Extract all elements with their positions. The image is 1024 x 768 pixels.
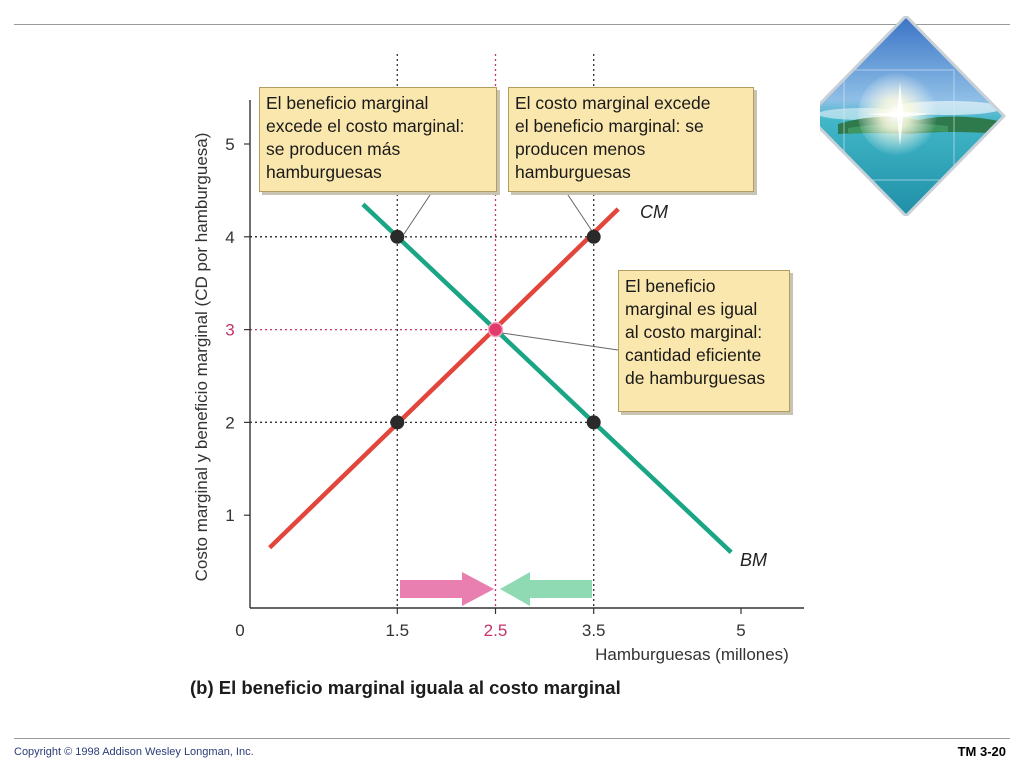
x-tick-label: 3.5 — [582, 621, 606, 640]
data-point — [586, 229, 601, 244]
x-tick-label: 5 — [736, 621, 745, 640]
callout-line: el beneficio marginal: se — [515, 116, 704, 136]
copyright-text: Copyright © 1998 Addison Wesley Longman,… — [14, 746, 254, 758]
callout-line: se producen más — [266, 139, 401, 159]
series-line-cm — [268, 207, 620, 550]
arrow-right-icon — [400, 572, 494, 606]
origin-label: 0 — [235, 621, 244, 640]
series-line-bm — [361, 202, 733, 554]
slide-number: TM 3-20 — [957, 744, 1006, 759]
callout-line: al costo marginal: — [625, 322, 763, 342]
callout-leader-left — [403, 191, 433, 235]
x-tick-label: 2.5 — [484, 621, 508, 640]
series-label-cm: CM — [640, 202, 668, 222]
callout-mc-exceeds-mb: El costo marginal excede el beneficio ma… — [508, 87, 754, 192]
chart-caption: (b) El beneficio marginal iguala al cost… — [190, 677, 621, 698]
bottom-divider — [14, 738, 1010, 739]
callout-line: excede el costo marginal: — [266, 116, 465, 136]
tropical-island-photo-icon — [805, 13, 1008, 219]
callout-leader-right — [565, 191, 595, 235]
series-label-bm: BM — [740, 550, 767, 570]
y-axis-title: Costo marginal y beneficio marginal (CD … — [192, 133, 211, 582]
callout-line: producen menos — [515, 139, 646, 159]
data-point — [586, 415, 601, 430]
callout-line: El costo marginal excede — [515, 93, 711, 113]
y-tick-label: 2 — [225, 413, 234, 432]
callout-line: hamburguesas — [266, 162, 382, 182]
callout-mb-equals-mc: El beneficio marginal es igual al costo … — [618, 270, 790, 412]
data-point — [390, 415, 405, 430]
callout-leader-equilibrium — [501, 332, 619, 351]
callout-line: El beneficio marginal — [266, 93, 429, 113]
y-tick-label: 4 — [225, 228, 234, 247]
callout-line: El beneficio — [625, 276, 716, 296]
callout-mb-exceeds-mc: El beneficio marginal excede el costo ma… — [259, 87, 497, 192]
top-divider — [14, 24, 1010, 25]
callout-line: marginal es igual — [625, 299, 758, 319]
equilibrium-point — [487, 321, 504, 338]
data-point — [390, 229, 405, 244]
x-tick-label: 1.5 — [385, 621, 409, 640]
x-axis-title: Hamburguesas (millones) — [595, 645, 789, 664]
callout-line: de hamburguesas — [625, 368, 766, 388]
callout-line: hamburguesas — [515, 162, 631, 182]
arrow-left-icon — [500, 572, 592, 606]
y-tick-label: 5 — [225, 135, 234, 154]
y-tick-label: 1 — [225, 506, 234, 525]
callout-line: cantidad eficiente — [625, 345, 762, 365]
y-tick-label: 3 — [225, 321, 234, 340]
